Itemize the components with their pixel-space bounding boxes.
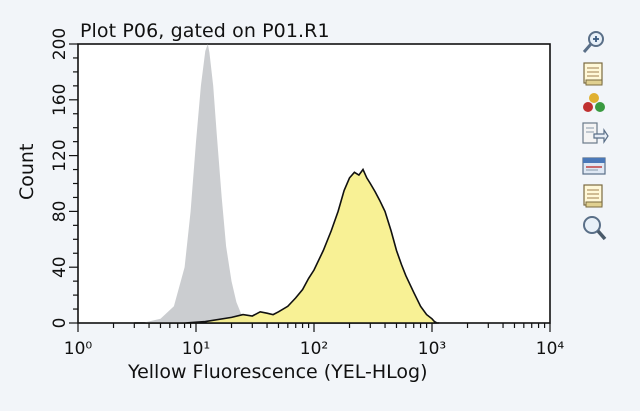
y-tick-label: 200: [50, 28, 70, 60]
y-tick-label: 40: [50, 256, 70, 278]
x-tick-label: 10⁴: [536, 339, 565, 359]
export-icon[interactable]: [578, 120, 610, 148]
print-icon[interactable]: [578, 152, 610, 180]
zoom-out-icon[interactable]: [578, 214, 610, 242]
x-axis-label: Yellow Fluorescence (YEL-HLog): [128, 361, 428, 383]
properties-icon[interactable]: [578, 182, 610, 210]
y-tick-label: 0: [50, 318, 70, 329]
y-tick-label: 160: [50, 84, 70, 116]
x-tick-label: 10³: [418, 339, 446, 359]
plot-title: Plot P06, gated on P01.R1: [80, 20, 330, 42]
y-tick-label: 120: [50, 139, 70, 171]
x-tick-label: 10⁰: [64, 339, 93, 359]
sample-histogram: [134, 167, 440, 324]
x-tick-label: 10²: [300, 339, 328, 359]
copy-icon[interactable]: [578, 60, 610, 88]
color-palette-icon[interactable]: [578, 90, 610, 118]
y-tick-label: 80: [50, 201, 70, 223]
control-histogram: [142, 44, 267, 323]
x-tick-label: 10¹: [182, 339, 210, 359]
zoom-in-icon[interactable]: [578, 28, 610, 56]
y-axis-label: Count: [16, 143, 38, 200]
